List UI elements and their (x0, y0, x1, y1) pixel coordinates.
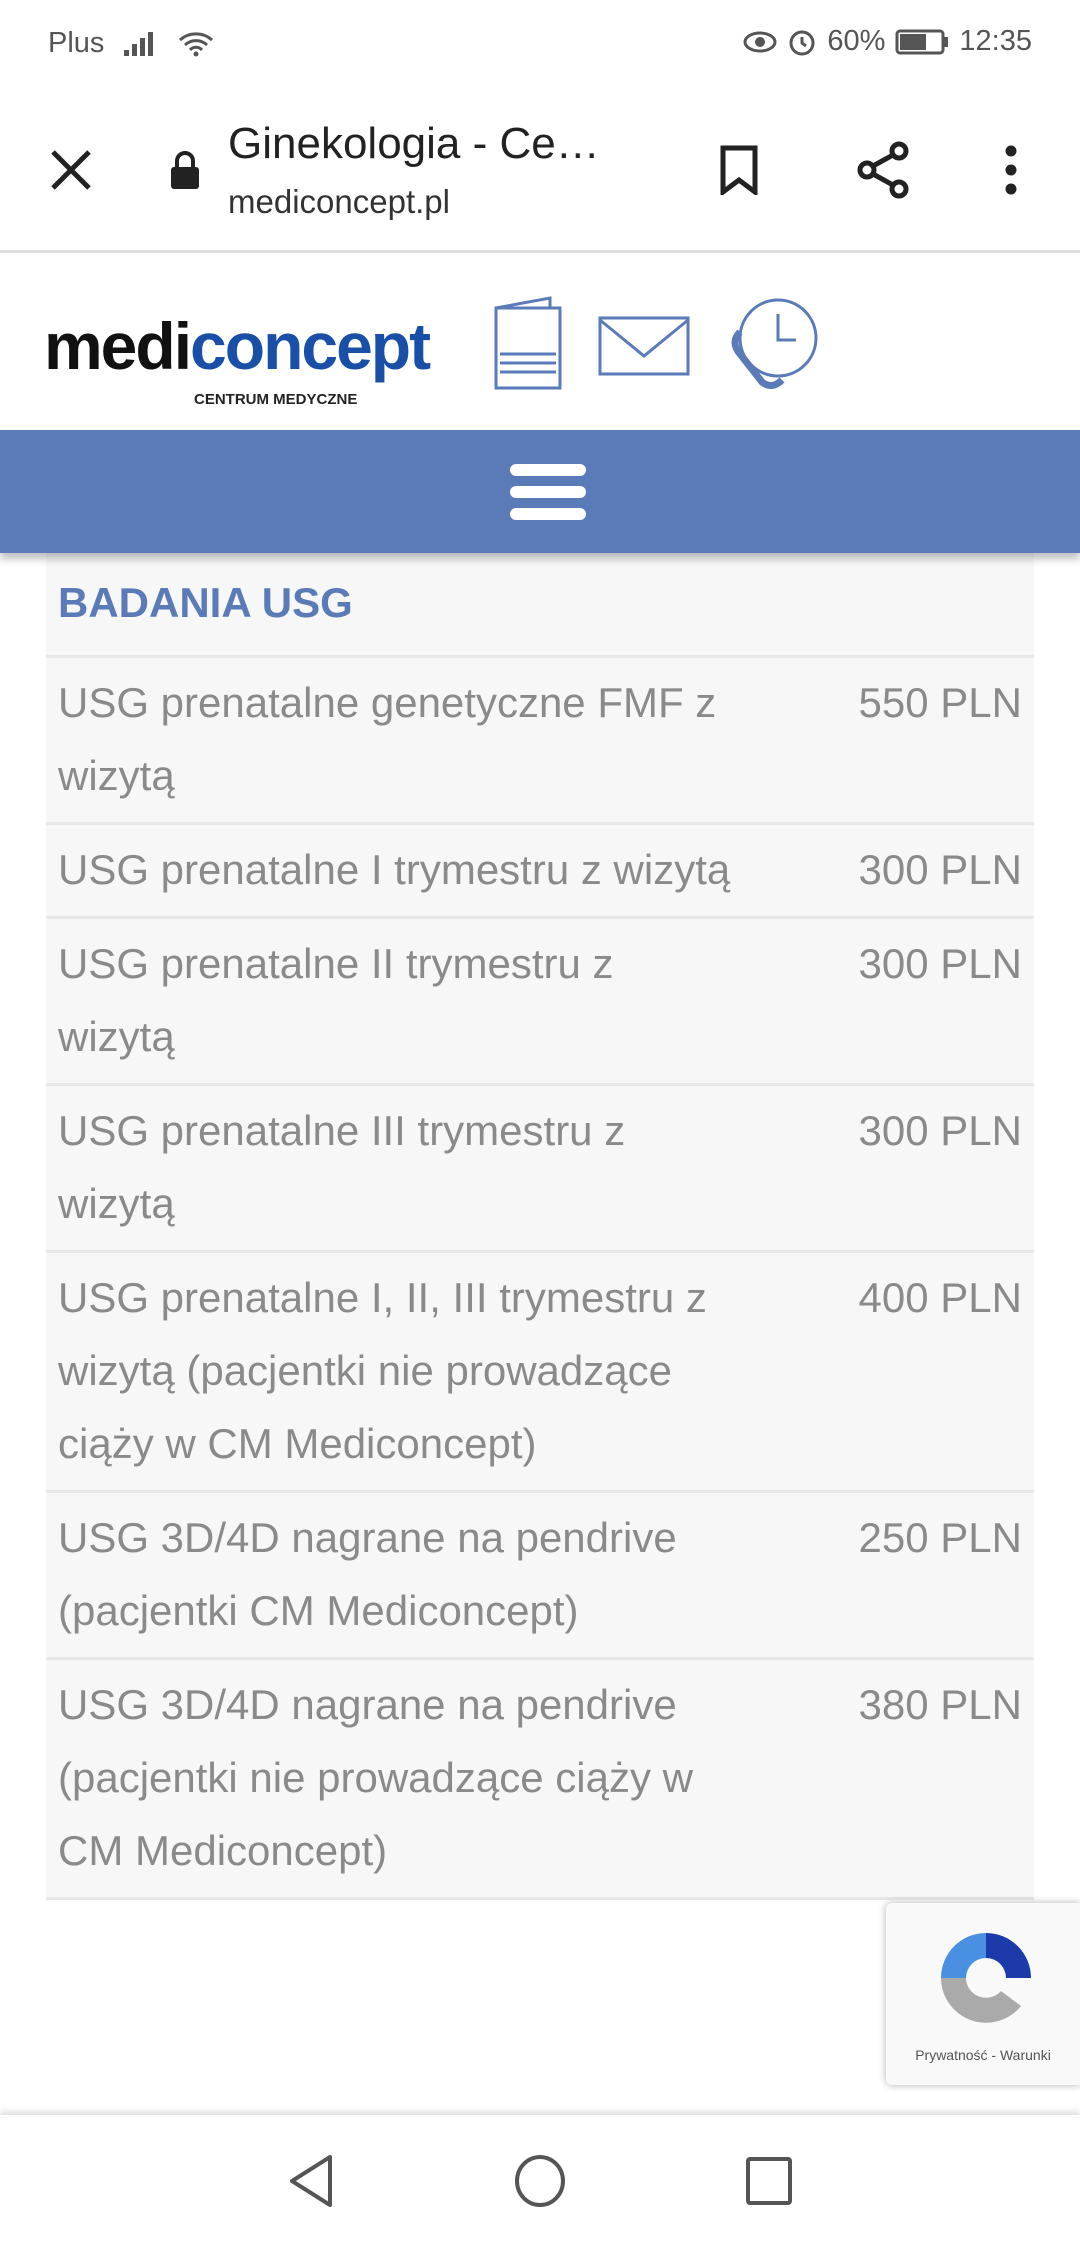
table-row: USG prenatalne I, II, III trymestru z wi… (46, 1253, 1034, 1493)
wifi-icon (179, 31, 214, 56)
service-price: 250 PLN (858, 1514, 1022, 1561)
share-button[interactable] (848, 135, 918, 205)
battery-percent: 60% (827, 25, 886, 57)
service-name: USG 3D/4D nagrane na pendrive (pacjentki… (58, 1514, 677, 1634)
alarm-icon (789, 30, 815, 55)
table-row: USG prenatalne II trymestru z wizytą 300 … (46, 919, 1034, 1086)
system-nav-bar (0, 2115, 1080, 2244)
table-row: USG prenatalne genetyczne FMF z wizytą 55… (46, 658, 1034, 825)
close-icon (51, 150, 91, 190)
back-icon[interactable] (286, 2153, 336, 2209)
service-price: 550 PLN (858, 679, 1022, 726)
hamburger-menu-icon[interactable] (510, 464, 586, 520)
service-name: USG prenatalne III trymestru z wizytą (58, 1107, 626, 1227)
service-name: USG prenatalne II trymestru z wizytą (58, 940, 614, 1060)
logo[interactable]: mediconcept CENTRUM MEDYCZNE (44, 309, 431, 408)
service-price: 300 PLN (858, 940, 1022, 987)
lock-icon (171, 151, 199, 189)
battery-icon (895, 29, 949, 54)
url[interactable]: mediconcept.pl (228, 183, 450, 220)
service-name: USG 3D/4D nagrane na pendrive (pacjentki… (58, 1681, 693, 1874)
main-nav (0, 430, 1080, 553)
share-icon (857, 141, 909, 199)
recaptcha-badge[interactable]: Prywatność - Warunki (886, 1903, 1080, 2085)
home-icon[interactable] (513, 2153, 567, 2209)
status-bar: Plus 60% 12:35 (0, 0, 1080, 85)
recaptcha-icon (941, 1933, 1031, 2023)
site-info-button[interactable] (150, 135, 220, 205)
phone-clock-icon[interactable] (728, 296, 822, 390)
close-tab-button[interactable] (36, 135, 106, 205)
menu-button[interactable] (976, 135, 1046, 205)
brochure-icon[interactable] (494, 296, 564, 390)
table-row: USG prenatalne III trymestru z wizytą 300… (46, 1086, 1034, 1253)
service-price: 300 PLN (858, 1107, 1022, 1154)
service-price: 400 PLN (858, 1274, 1022, 1321)
page-title: Ginekologia - Ce… (228, 119, 600, 168)
browser-toolbar: Ginekologia - Ce… mediconcept.pl (0, 85, 1080, 253)
table-row: USG prenatalne I trymestru z wizytą 300 P… (46, 825, 1034, 919)
table-row: USG 3D/4D nagrane na pendrive (pacjentki… (46, 1493, 1034, 1660)
service-name: USG prenatalne I trymestru z wizytą (58, 846, 731, 893)
eye-icon (743, 31, 777, 52)
service-name: USG prenatalne I, II, III trymestru z wi… (58, 1274, 707, 1467)
carrier: Plus (48, 27, 105, 59)
service-name: USG prenatalne genetyczne FMF z wizytą (58, 679, 717, 799)
page-content: BADANIA USG USG prenatalne genetyczne FM… (0, 553, 1080, 2115)
bookmark-icon (720, 145, 758, 195)
site-header: mediconcept CENTRUM MEDYCZNE (0, 256, 1080, 430)
more-vert-icon (1005, 145, 1017, 195)
signal-icon (124, 31, 154, 56)
service-price: 300 PLN (858, 846, 1022, 893)
bookmark-button[interactable] (704, 135, 774, 205)
table-row: USG 3D/4D nagrane na pendrive (pacjentki… (46, 1660, 1034, 1900)
recaptcha-links[interactable]: Prywatność - Warunki (915, 2047, 1051, 2063)
recents-icon[interactable] (744, 2153, 794, 2209)
section-heading: BADANIA USG (46, 553, 1034, 658)
service-price: 380 PLN (858, 1681, 1022, 1728)
clock: 12:35 (959, 25, 1032, 57)
mail-icon[interactable] (598, 316, 690, 376)
price-table: BADANIA USG USG prenatalne genetyczne FM… (46, 553, 1034, 1900)
